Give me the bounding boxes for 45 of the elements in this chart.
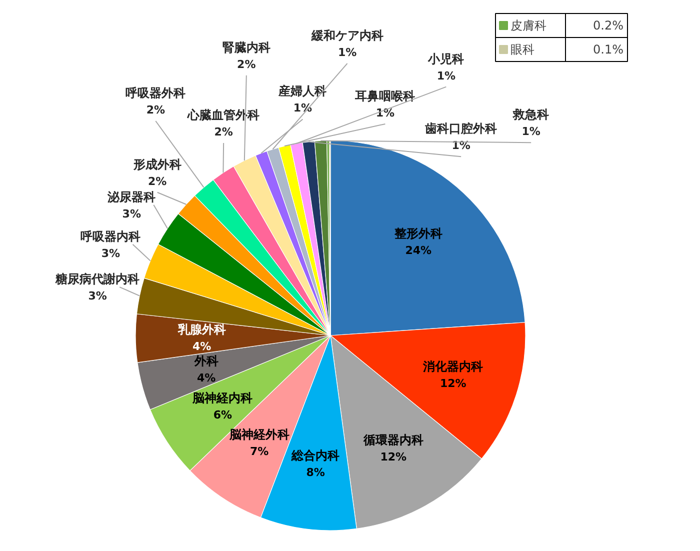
slice-label: 腎臓内科 (222, 40, 270, 54)
data-label: 7% (250, 445, 269, 458)
legend-label: 眼科 (510, 42, 534, 56)
data-label: 3% (88, 290, 107, 303)
data-label: 6% (213, 408, 232, 422)
data-label: 2% (146, 104, 166, 117)
data-label: 0.2% (593, 18, 624, 32)
data-label: 2% (148, 174, 167, 188)
data-label: 8% (306, 466, 325, 479)
data-label: 12% (380, 450, 407, 464)
slice-label: 耳鼻咽喉科 (354, 88, 416, 103)
data-label: 3% (101, 246, 120, 260)
slice-label: 乳腺外科 (176, 322, 226, 336)
slice-label: 整形外科 (393, 226, 442, 240)
data-label: 3% (122, 207, 141, 220)
slice-label: 消化器内科 (422, 360, 484, 374)
legend-label: 皮膚科 (510, 18, 546, 32)
data-label: 1% (293, 102, 312, 115)
slice-label: 緩和ケア内科 (310, 28, 384, 42)
slice-label: 呼吸器内科 (80, 229, 141, 244)
slice-label: 形成外科 (132, 157, 182, 172)
slice-label: 脳神経外科 (228, 428, 290, 442)
slice-label: 泌尿器科 (106, 190, 156, 204)
data-label: 12% (440, 377, 466, 390)
slice-label: 救急科 (512, 108, 550, 122)
data-label: 4% (192, 340, 212, 353)
slice-label: 糖尿病代謝内科 (54, 272, 140, 286)
data-label: 2% (237, 58, 256, 71)
data-label: 0.1% (593, 42, 624, 56)
slice-label: 心臓血管外科 (186, 108, 260, 122)
slice-label: 総合内科 (290, 448, 340, 462)
slice-label: 循環器内科 (362, 432, 424, 447)
slice-label: 呼吸器外科 (126, 86, 186, 100)
data-label: 1% (436, 69, 456, 82)
slice-label: 脳神経内科 (192, 390, 253, 405)
data-label: 1% (376, 106, 395, 120)
slice-label: 歯科口腔外科 (424, 122, 498, 136)
data-label: 4% (196, 372, 216, 385)
slice-label: 外科 (193, 354, 218, 368)
data-label: 1% (522, 125, 540, 138)
slice-label: 産婦人科 (278, 84, 327, 98)
data-label: 2% (214, 125, 233, 138)
data-label: 1% (338, 46, 357, 59)
slice-label: 小児科 (427, 52, 464, 66)
data-label: 24% (405, 244, 432, 257)
